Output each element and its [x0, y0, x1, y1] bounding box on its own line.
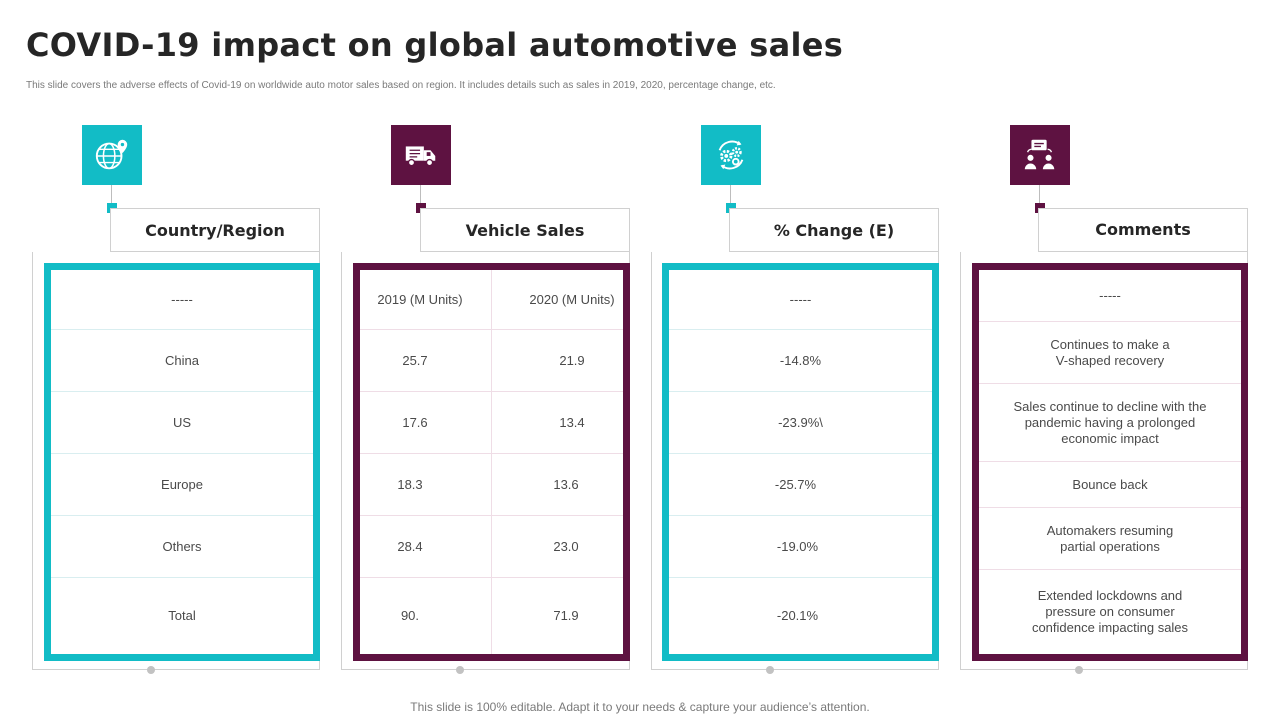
country-bottom-dot	[147, 666, 155, 674]
comment-cell: Bounce back	[1072, 476, 1148, 492]
country-icon-box	[82, 125, 142, 185]
comment-cell: -----	[1099, 287, 1121, 303]
change-cell: -14.8%	[779, 352, 822, 368]
sales-header: Vehicle Sales	[420, 208, 630, 252]
country-cell: Europe	[161, 476, 203, 492]
change-cell: -----	[789, 291, 812, 307]
sales-2020-cell: 13.6	[553, 476, 579, 492]
comments-header: Comments	[1038, 208, 1248, 252]
sales-table: 2019 (M Units) 2020 (M Units) 25.7 21.9 …	[353, 263, 630, 661]
country-cell: Others	[162, 538, 202, 554]
sales-2020-cell: 13.4	[559, 414, 585, 430]
country-table: ----- China US Europe Others Total	[44, 263, 320, 661]
sales-2020-cell: 23.0	[553, 538, 579, 554]
sales-2019-cell: 90.	[400, 608, 420, 623]
table-row: -25.7%	[669, 454, 932, 516]
table-row: Extended lockdowns and pressure on consu…	[979, 570, 1241, 654]
table-row: Others	[51, 516, 313, 578]
table-row: Europe	[51, 454, 313, 516]
sales-2019-cell: 28.4	[397, 538, 423, 554]
change-cell: -23.9%\	[778, 414, 823, 430]
table-row: Continues to make a V-shaped recovery	[979, 322, 1241, 384]
table-row: -14.8%	[669, 330, 932, 392]
table-row: -----	[669, 270, 932, 330]
table-row: 18.3 13.6	[360, 454, 623, 516]
change-header: % Change (E)	[729, 208, 939, 252]
table-row: 17.6 13.4	[360, 392, 623, 454]
table-row: US	[51, 392, 313, 454]
change-cell: -25.7%	[774, 476, 817, 492]
sales-2019-cell: 18.3	[397, 476, 423, 492]
table-row: -----	[51, 270, 313, 330]
globe-icon	[95, 139, 128, 170]
sales-icon-box	[391, 125, 451, 185]
country-cell: China	[165, 352, 199, 368]
country-cell: -----	[171, 291, 193, 307]
table-row: 25.7 21.9	[360, 330, 623, 392]
comment-cell: Extended lockdowns and pressure on consu…	[1031, 588, 1189, 635]
table-row: -----	[979, 270, 1241, 322]
change-cell: -19.0%	[776, 538, 819, 554]
table-row: -23.9%\	[669, 392, 932, 454]
table-row: Bounce back	[979, 462, 1241, 508]
page-subtitle: This slide covers the adverse effects of…	[26, 80, 776, 91]
table-row: Automakers resuming partial operations	[979, 508, 1241, 570]
table-row: Sales continue to decline with the pande…	[979, 384, 1241, 462]
table-row: 2019 (M Units) 2020 (M Units)	[360, 270, 623, 330]
change-table: ----- -14.8% -23.9%\ -25.7% -19.0% -20.1…	[662, 263, 939, 661]
change-icon-box	[701, 125, 761, 185]
page-title: COVID-19 impact on global automotive sal…	[26, 26, 844, 64]
comment-cell: Automakers resuming partial operations	[1046, 522, 1174, 554]
country-header: Country/Region	[110, 208, 320, 252]
comments-bottom-dot	[1075, 666, 1083, 674]
table-row: 90. 71.9	[360, 578, 623, 654]
sales-bottom-dot	[456, 666, 464, 674]
comments-icon-box	[1010, 125, 1070, 185]
country-cell: US	[172, 414, 192, 430]
comment-cell: Continues to make a V-shaped recovery	[1050, 336, 1170, 368]
gears-cycle-icon	[718, 140, 744, 170]
sales-2019-cell: 25.7	[402, 352, 428, 368]
table-row: -19.0%	[669, 516, 932, 578]
team-discussion-icon	[1024, 139, 1055, 170]
table-row: 28.4 23.0	[360, 516, 623, 578]
footer-note: This slide is 100% editable. Adapt it to…	[410, 700, 870, 714]
table-row: China	[51, 330, 313, 392]
sales-subheader-2019: 2019 (M Units)	[377, 291, 463, 307]
comment-cell: Sales continue to decline with the pande…	[1013, 398, 1207, 446]
sales-2020-cell: 21.9	[559, 352, 585, 368]
comments-table: ----- Continues to make a V-shaped recov…	[972, 263, 1248, 661]
change-cell: -20.1%	[776, 608, 819, 623]
sales-2019-cell: 17.6	[402, 414, 428, 430]
sales-subheader-2020: 2020 (M Units)	[529, 291, 615, 307]
table-row: Total	[51, 578, 313, 654]
delivery-truck-icon	[405, 146, 436, 167]
change-bottom-dot	[766, 666, 774, 674]
sales-2020-cell: 71.9	[553, 608, 579, 623]
country-cell: Total	[168, 608, 196, 623]
table-row: -20.1%	[669, 578, 932, 654]
